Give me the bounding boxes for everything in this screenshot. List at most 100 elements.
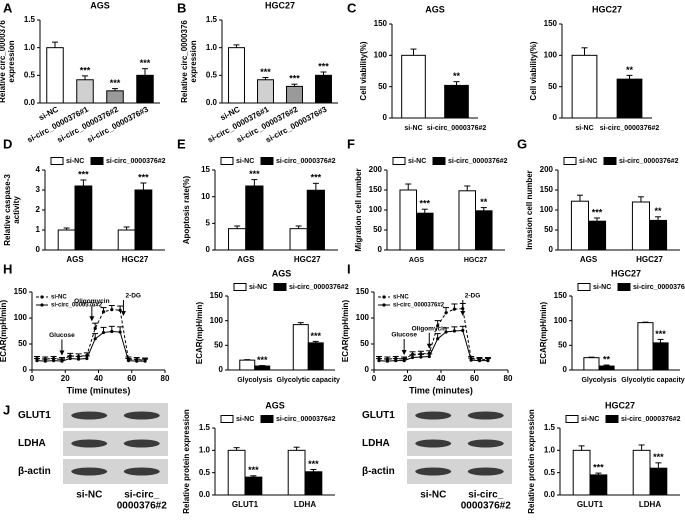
- y-axis-label: Relative caspase-3: [3, 174, 12, 246]
- y-axis-label: Relative protein expression: [527, 409, 536, 514]
- bar: [289, 228, 308, 251]
- blot-row-label: β-actin: [18, 466, 51, 477]
- bar: [616, 78, 643, 119]
- significance: ***: [592, 207, 603, 217]
- y-tick-label: 100: [374, 50, 388, 59]
- blot-band: [71, 467, 108, 476]
- y-axis-label: Cell viability(%): [359, 41, 368, 100]
- annotation-arrowhead: [401, 350, 407, 355]
- y-tick-label: 150: [554, 291, 568, 300]
- point: [118, 330, 122, 334]
- blot-band: [467, 467, 504, 476]
- bar: [245, 185, 264, 251]
- bar: [583, 357, 600, 371]
- x-tick-label: 80: [504, 374, 513, 383]
- point: [118, 308, 122, 312]
- y-tick-label: 0: [383, 113, 388, 122]
- chart-title: HGC27: [605, 400, 635, 410]
- chart-title: AGS: [90, 0, 110, 10]
- blot-lane-label: si-circ_: [124, 490, 159, 501]
- x-tick-label: AGS: [580, 255, 598, 264]
- y-tick-label: 100: [210, 316, 224, 325]
- point: [110, 308, 114, 312]
- y-axis-label: activity: [12, 196, 21, 224]
- x-tick-label: 0: [30, 374, 35, 383]
- point: [93, 326, 97, 330]
- x-tick-label: AGS: [66, 255, 84, 264]
- legend-label: si-circ_0000376#2: [619, 158, 679, 165]
- legend-label: si-circ_0000376#2: [276, 158, 336, 165]
- point: [402, 359, 406, 363]
- y-tick-label: 1.0: [24, 43, 36, 52]
- point: [410, 355, 415, 360]
- legend-swatch: [220, 415, 234, 423]
- bar: [401, 54, 426, 119]
- legend-marker: [382, 295, 386, 299]
- y-tick-label: 0.0: [206, 98, 218, 107]
- y-tick-label: 150: [369, 185, 383, 194]
- blot-band: [467, 439, 504, 448]
- bar: [57, 229, 76, 251]
- point: [76, 357, 81, 361]
- x-tick-label: GLUT1: [577, 500, 604, 509]
- bar: [106, 90, 124, 104]
- bar: [315, 74, 332, 104]
- x-tick-label: LDHA: [294, 500, 316, 509]
- point: [101, 330, 106, 335]
- point: [452, 307, 456, 311]
- legend-label: si-NC: [249, 284, 267, 291]
- point: [394, 359, 398, 363]
- legend-label: si-NC: [393, 295, 409, 301]
- chart-title: AGS: [425, 4, 445, 14]
- significance: ***: [593, 462, 604, 472]
- y-tick-label: 1: [36, 225, 41, 234]
- y-axis-label: Cell viability(%): [529, 41, 538, 100]
- blot-band: [467, 411, 504, 420]
- significance: **: [626, 65, 634, 75]
- bar: [254, 365, 271, 371]
- point: [377, 359, 381, 363]
- point: [35, 359, 39, 363]
- significance: ***: [655, 329, 666, 339]
- significance: ***: [140, 58, 151, 68]
- bar: [228, 228, 247, 251]
- x-tick-label: 20: [61, 374, 70, 383]
- bar: [652, 342, 669, 371]
- y-tick-label: 0.5: [206, 70, 218, 79]
- legend-label: si-circ_0000376#2: [276, 416, 336, 423]
- y-axis-label: Invasion cell number: [525, 170, 534, 250]
- significance: ***: [257, 355, 268, 365]
- y-tick-label: 50: [360, 339, 369, 348]
- significance: ***: [138, 172, 149, 182]
- bar: [136, 74, 154, 104]
- y-axis-label: ECAR(mpH/min): [0, 300, 8, 363]
- panel-label: H: [3, 261, 12, 276]
- y-tick-label: 3: [36, 185, 41, 194]
- y-tick-label: 50: [548, 82, 557, 91]
- y-tick-label: 0.5: [199, 468, 211, 477]
- bar: [134, 189, 153, 251]
- y-axis-label: expression: [7, 40, 16, 82]
- annotation: 2-DG: [125, 293, 141, 300]
- x-tick-label: si-circ_0000376#2: [427, 125, 487, 132]
- significance: ***: [260, 67, 271, 77]
- bar: [588, 220, 607, 251]
- point: [444, 330, 448, 334]
- point: [110, 329, 114, 334]
- blot-lane-label: 0000376#2: [461, 501, 511, 512]
- y-tick-label: 50: [373, 225, 382, 234]
- legend-label: si-circ_0000376#2: [633, 284, 685, 291]
- annotation-arrowhead: [89, 316, 95, 322]
- y-axis-label: ECAR(mpH/min): [341, 300, 350, 363]
- bar: [399, 189, 418, 251]
- significance: **: [603, 354, 611, 364]
- blot-band: [71, 411, 108, 420]
- blot-lane-label: si-NC: [76, 490, 102, 501]
- x-axis-label: Time (minutes): [409, 385, 473, 395]
- legend-swatch: [90, 157, 104, 165]
- bar: [571, 54, 598, 119]
- bar: [570, 200, 589, 251]
- y-tick-label: 150: [356, 287, 370, 296]
- blot-row-label: LDHA: [18, 438, 46, 449]
- bar: [598, 365, 615, 371]
